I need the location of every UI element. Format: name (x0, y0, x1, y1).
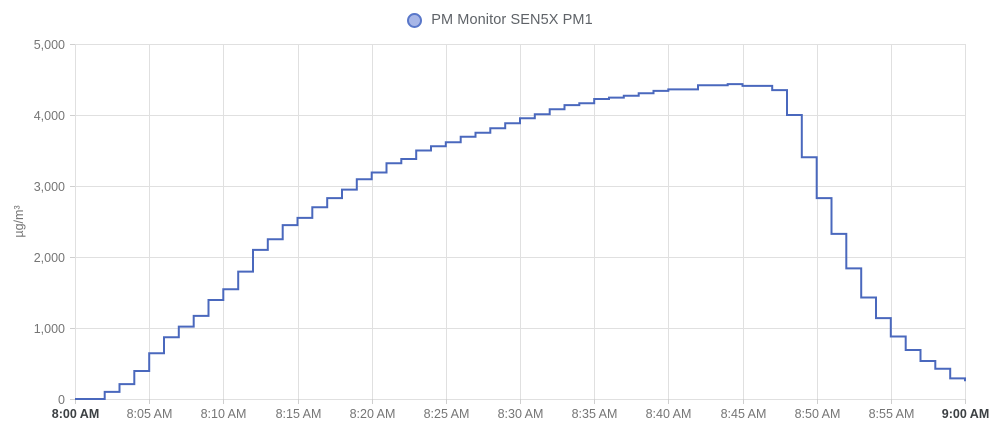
y-tick-label: 0 (58, 393, 65, 407)
x-tick-label: 8:00 AM (52, 407, 99, 421)
x-tick-label: 8:25 AM (424, 407, 470, 421)
y-axis-title: µg/m³ (12, 205, 26, 237)
x-tick-label: 8:05 AM (127, 407, 173, 421)
x-tick-label: 8:55 AM (869, 407, 915, 421)
x-tick-label: 8:30 AM (498, 407, 544, 421)
y-tick-label: 1,000 (34, 322, 65, 336)
series-label: PM Monitor SEN5X PM1 (431, 12, 593, 28)
x-tick-label: 8:40 AM (646, 407, 692, 421)
series-line (75, 83, 966, 400)
x-tick-label: 9:00 AM (942, 407, 989, 421)
x-tick-label: 8:35 AM (572, 407, 618, 421)
x-tick-label: 8:45 AM (721, 407, 767, 421)
y-tick-label: 4,000 (34, 109, 65, 123)
y-tick-label: 2,000 (34, 251, 65, 265)
x-tick-label: 8:10 AM (201, 407, 247, 421)
legend-item[interactable]: PM Monitor SEN5X PM1 (0, 8, 1000, 32)
y-tick-label: 5,000 (34, 38, 65, 52)
x-tick-label: 8:20 AM (350, 407, 396, 421)
x-tick-label: 8:15 AM (276, 407, 322, 421)
x-tick-label: 8:50 AM (795, 407, 841, 421)
series-swatch-icon (407, 12, 423, 28)
y-tick-label: 3,000 (34, 180, 65, 194)
